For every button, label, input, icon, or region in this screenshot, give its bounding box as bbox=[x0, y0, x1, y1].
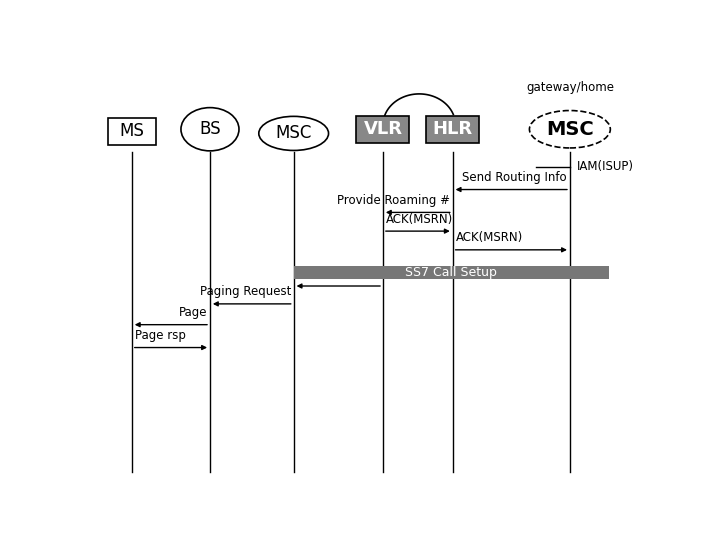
Text: Provide Roaming #: Provide Roaming # bbox=[337, 194, 450, 207]
Text: IAM: IAM bbox=[359, 268, 380, 281]
Text: ACK(MSRN): ACK(MSRN) bbox=[456, 232, 523, 245]
Ellipse shape bbox=[529, 111, 611, 148]
Text: MSC: MSC bbox=[546, 120, 594, 139]
Text: ACK(MSRN): ACK(MSRN) bbox=[386, 213, 453, 226]
Bar bbox=[426, 116, 480, 143]
Text: HLR: HLR bbox=[433, 120, 473, 138]
Text: Page: Page bbox=[179, 306, 207, 319]
Circle shape bbox=[181, 107, 239, 151]
Text: Paging Request: Paging Request bbox=[199, 286, 291, 299]
Text: VLR: VLR bbox=[364, 120, 402, 138]
Text: MS: MS bbox=[120, 123, 144, 140]
Bar bbox=[294, 266, 609, 279]
Text: IAM(ISUP): IAM(ISUP) bbox=[577, 160, 634, 173]
Bar bbox=[356, 116, 410, 143]
Text: BS: BS bbox=[199, 120, 221, 138]
Text: SS7 Call Setup: SS7 Call Setup bbox=[405, 266, 498, 279]
Text: gateway/home: gateway/home bbox=[526, 81, 614, 94]
Text: Send Routing Info: Send Routing Info bbox=[462, 171, 567, 184]
Text: Page rsp: Page rsp bbox=[135, 329, 186, 342]
Bar bbox=[108, 118, 156, 145]
Text: MSC: MSC bbox=[276, 124, 312, 143]
Ellipse shape bbox=[258, 116, 328, 151]
